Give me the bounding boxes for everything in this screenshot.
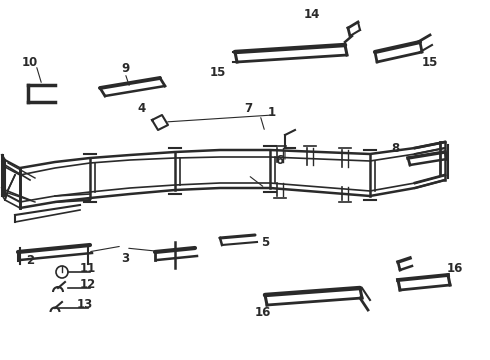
Text: 11: 11 bbox=[80, 261, 96, 274]
Text: 12: 12 bbox=[80, 279, 96, 292]
Text: 15: 15 bbox=[210, 66, 226, 78]
Text: 15: 15 bbox=[422, 55, 438, 68]
Text: 14: 14 bbox=[304, 9, 320, 22]
Text: 1: 1 bbox=[268, 105, 276, 118]
Text: 13: 13 bbox=[77, 298, 93, 311]
Text: 3: 3 bbox=[121, 252, 129, 265]
Text: 16: 16 bbox=[447, 261, 463, 274]
Text: 7: 7 bbox=[244, 102, 252, 114]
Text: 4: 4 bbox=[138, 102, 146, 114]
Text: 16: 16 bbox=[255, 306, 271, 319]
Text: 9: 9 bbox=[121, 62, 129, 75]
Text: 6: 6 bbox=[275, 153, 283, 166]
Text: 10: 10 bbox=[22, 55, 38, 68]
Text: 5: 5 bbox=[261, 235, 269, 248]
Text: 2: 2 bbox=[26, 253, 34, 266]
Text: 8: 8 bbox=[391, 141, 399, 154]
